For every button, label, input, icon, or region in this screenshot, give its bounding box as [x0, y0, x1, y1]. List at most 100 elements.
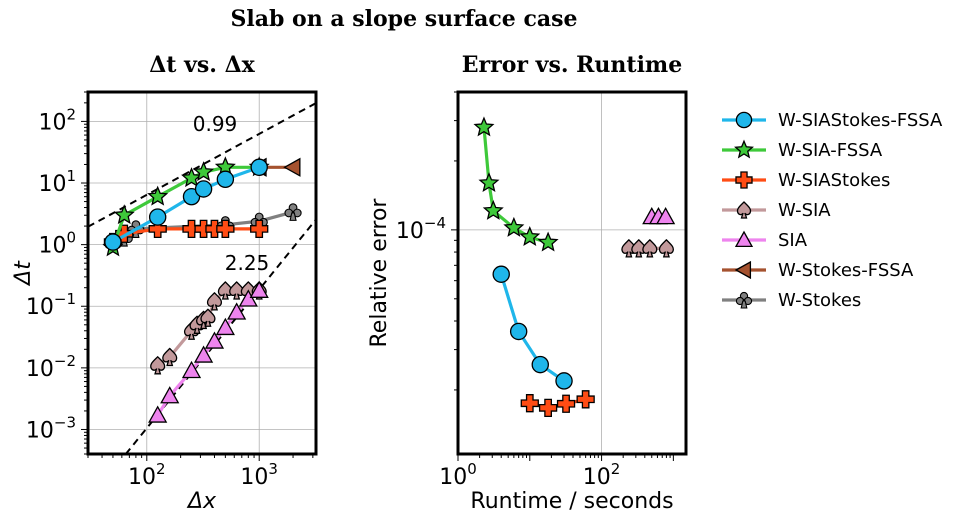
legend-entry-sia: SIA	[722, 230, 808, 251]
data-point-sia	[215, 317, 235, 336]
x-axis-label: Δx	[186, 489, 217, 514]
legend-label: W-SIAStokes	[778, 170, 890, 191]
data-point-sia	[204, 331, 225, 349]
x-tick-label: 103	[240, 460, 278, 490]
legend-entry-w-stokes: W-Stokes	[722, 290, 861, 311]
x-tick-label: 102	[128, 460, 166, 490]
legend-label: W-SIAStokes-FSSA	[778, 110, 943, 131]
data-point-w-siastokes-fssa	[250, 158, 268, 177]
data-point-w-sia	[162, 347, 178, 367]
data-point-sia	[656, 206, 676, 225]
data-point-w-sia-fssa	[113, 204, 135, 225]
y-tick-label: 10−2	[26, 352, 76, 382]
y-tick-label: 102	[38, 105, 76, 135]
y-axis-label: Δt	[11, 260, 36, 287]
data-point-w-siastokes-fssa	[555, 372, 573, 390]
legend-entry-w-sia: W-SIA	[722, 200, 831, 221]
series-w-siastokes	[520, 390, 595, 418]
legend-marker-sia	[734, 230, 754, 248]
grid	[88, 92, 316, 454]
series-w-siastokes-fssa	[104, 158, 268, 251]
data-point-w-sia-fssa	[473, 116, 495, 137]
data-point-w-siastokes	[538, 398, 558, 418]
data-point-w-siastokes-fssa	[492, 265, 510, 283]
series-layer	[102, 156, 302, 423]
axes-frame	[456, 90, 688, 456]
x-tick-label: 100	[439, 460, 477, 490]
data-point-w-siastokes	[250, 219, 269, 239]
series-line-w-siastokes-fssa	[499, 273, 565, 383]
data-point-w-sia	[642, 238, 658, 258]
data-point-w-stokes	[284, 203, 302, 221]
data-point-w-stokes-fssa	[283, 157, 301, 177]
left-panel-dt-vs-dx: 102 103 10−3 10−2 10−1 100 101 102 0.99 2.25 Δt vs…	[11, 52, 318, 514]
data-point-w-sia	[658, 238, 674, 258]
grid	[457, 92, 686, 454]
series-sia	[148, 280, 269, 423]
series-w-sia	[621, 238, 674, 258]
data-point-sia	[160, 386, 180, 404]
data-point-w-siastokes	[520, 394, 539, 413]
data-point-w-sia	[206, 291, 223, 311]
data-point-w-sia	[200, 308, 216, 327]
y-tick-label: 100	[38, 229, 76, 259]
series-sia	[642, 206, 676, 225]
data-point-w-siastokes-fssa	[148, 208, 167, 226]
legend-marker-w-sia-fssa	[734, 139, 754, 159]
y-tick-label: 10−4	[396, 214, 446, 244]
data-point-w-siastokes	[576, 390, 595, 409]
legend-entry-w-siastokes: W-SIAStokes	[722, 170, 890, 191]
data-point-w-siastokes	[216, 219, 235, 239]
legend-marker-w-sia	[736, 201, 752, 219]
legend-entry-w-sia-fssa: W-SIA-FSSA	[722, 139, 883, 161]
y-tick-label: 10−1	[26, 290, 76, 320]
data-point-w-sia-fssa	[147, 185, 169, 206]
data-point-w-sia-fssa	[537, 231, 559, 252]
slope-label: 0.99	[193, 112, 238, 136]
data-point-w-siastokes	[115, 224, 134, 243]
data-point-sia	[181, 360, 202, 379]
legend-entry-w-stokes-fssa: W-Stokes-FSSA	[722, 260, 914, 281]
data-point-w-siastokes-fssa	[509, 322, 528, 341]
figure-suptitle: Slab on a slope surface case	[230, 6, 577, 32]
legend-marker-w-stokes-fssa	[734, 260, 752, 280]
data-point-sia	[238, 289, 258, 307]
data-point-w-sia-fssa	[482, 199, 504, 220]
data-point-sia	[148, 405, 168, 423]
axis-ticks	[81, 91, 314, 461]
data-point-w-siastokes	[148, 219, 167, 239]
legend-label: W-Stokes-FSSA	[778, 260, 914, 281]
slope-label: 2.25	[225, 251, 270, 275]
y-tick-label: 10−3	[26, 413, 76, 443]
y-axis-label: Relative error	[367, 198, 392, 348]
data-point-w-siastokes-fssa	[104, 233, 122, 251]
data-point-w-sia-fssa	[519, 226, 541, 247]
legend-label: W-SIA	[778, 200, 831, 221]
series-w-siastokes-fssa	[492, 265, 573, 390]
x-axis-label: Runtime / seconds	[470, 489, 673, 514]
data-point-w-sia	[150, 355, 166, 375]
legend-marker-w-stokes	[735, 291, 753, 309]
data-point-w-siastokes-fssa	[216, 170, 235, 188]
right-panel-error-vs-runtime: 100 102 10−4 Error vs. Runtime Runtime / sec…	[367, 52, 688, 514]
y-tick-label: 101	[38, 167, 76, 197]
panel-title: Δt vs. Δx	[149, 52, 255, 78]
reference-line-slope-1	[88, 102, 316, 228]
series-layer	[473, 116, 676, 418]
data-point-w-siastokes-fssa	[531, 355, 550, 374]
data-point-w-siastokes	[556, 394, 576, 413]
legend-marker-w-siastokes-fssa	[735, 111, 753, 129]
data-point-w-sia-fssa	[478, 172, 500, 193]
legend-label: SIA	[778, 230, 808, 251]
x-tick-label: 102	[583, 460, 621, 490]
data-point-sia	[249, 280, 269, 298]
data-point-sia	[193, 345, 214, 363]
data-point-sia	[227, 302, 247, 320]
series-w-siastokes	[103, 219, 269, 252]
series-w-sia-fssa	[473, 116, 559, 252]
legend-label: W-Stokes	[778, 290, 861, 311]
legend-label: W-SIA-FSSA	[778, 140, 883, 161]
axes-frame	[86, 90, 318, 456]
legend-marker-w-siastokes	[735, 171, 753, 189]
